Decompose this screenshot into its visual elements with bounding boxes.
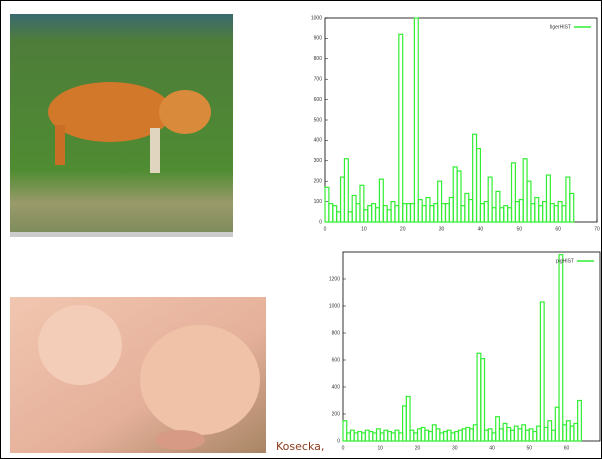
y-tick-label: 100 [314,199,323,205]
legend-label: pigHIST [556,258,574,264]
x-tick-label: 20 [400,226,406,232]
x-tick-label: 30 [439,226,445,232]
y-tick-label: 200 [332,411,341,417]
x-tick-label: 60 [564,445,570,451]
y-tick-label: 500 [314,117,323,123]
x-tick-label: 20 [415,445,421,451]
y-tick-label: 900 [314,36,323,42]
pig-photo [10,297,266,453]
x-tick-label: 50 [517,226,523,232]
slide: Kosecka, 0100200300400500600700800900100… [0,0,602,459]
x-tick-label: 0 [342,445,345,451]
y-tick-label: 1000 [329,303,340,309]
y-tick-label: 200 [314,179,323,185]
y-tick-label: 1000 [311,15,322,21]
x-tick-label: 0 [324,226,327,232]
y-tick-label: 800 [314,56,323,62]
x-tick-label: 10 [361,226,367,232]
y-tick-label: 1200 [329,276,340,282]
y-tick-label: 600 [314,97,323,103]
x-tick-label: 70 [594,226,600,232]
x-tick-label: 40 [489,445,495,451]
y-tick-label: 600 [332,357,341,363]
x-tick-label: 50 [526,445,532,451]
caption: Kosecka, [276,440,324,453]
plot-frame [343,252,600,441]
y-tick-label: 300 [314,158,323,164]
tiger-photo [10,14,233,237]
y-tick-label: 0 [319,219,322,225]
legend-label: tigerHIST [550,24,571,30]
y-tick-label: 400 [332,384,341,390]
y-tick-label: 400 [314,138,323,144]
y-tick-label: 0 [337,438,340,444]
y-tick-label: 700 [314,77,323,83]
x-tick-label: 30 [452,445,458,451]
y-tick-label: 800 [332,330,341,336]
x-tick-label: 10 [377,445,383,451]
x-tick-label: 40 [478,226,484,232]
x-tick-label: 60 [555,226,561,232]
